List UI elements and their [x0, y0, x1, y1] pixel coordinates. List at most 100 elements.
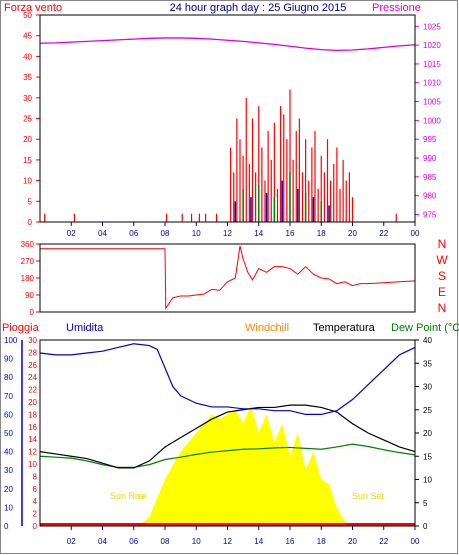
rain-y-tick-label: 2 [33, 510, 38, 519]
direction-y-tick-label: 0 [30, 308, 35, 317]
rain-y-tick-label: 24 [28, 373, 37, 382]
chart-title: 24 hour graph day : 25 Giugno 2015 [170, 2, 347, 14]
solar-area [132, 405, 355, 526]
temperature-y-tick-label: 35 [423, 359, 432, 368]
x-tick-label: 12 [223, 229, 232, 238]
sunset-annotation: Sun Set [352, 491, 385, 501]
pressure-line [39, 37, 416, 52]
direction-y-tick-label: 90 [25, 291, 34, 300]
wind-speed-label: Forza vento [4, 2, 62, 14]
windchill-label: Windchill [245, 322, 289, 334]
x-tick-label: 02 [67, 537, 76, 546]
x-tick-label: 16 [286, 537, 295, 546]
compass-label: S [438, 269, 446, 283]
rain-y-tick-label: 4 [33, 497, 38, 506]
pressure-y-tick-label: 1025 [423, 22, 441, 31]
rain-base-bar [40, 523, 415, 526]
rain-y-tick-label: 22 [28, 386, 37, 395]
temperature-y-tick-label: 40 [423, 336, 432, 345]
rain-y-tick-label: 10 [28, 460, 37, 469]
x-tick-label: 18 [317, 229, 326, 238]
x-tick-label: 10 [192, 229, 201, 238]
x-tick-label: 14 [254, 229, 263, 238]
humidity-label: Umidita [66, 322, 104, 334]
pressure-label: Pressione [372, 2, 421, 14]
temperature-plot-frame [39, 339, 416, 527]
x-tick-label: 08 [161, 229, 170, 238]
humidity-y-tick-label: 50 [4, 429, 13, 438]
humidity-y-tick-label: 0 [4, 522, 9, 531]
x-tick-label: 00 [411, 229, 420, 238]
humidity-y-tick-label: 60 [4, 410, 13, 419]
temperature-y-tick-label: 10 [423, 476, 432, 485]
compass-label: E [438, 285, 446, 299]
wind-pressure-plot-frame [39, 14, 416, 223]
pressure-y-tick-label: 975 [423, 210, 437, 219]
x-tick-label: 02 [67, 229, 76, 238]
wind-y-tick-label: 40 [23, 52, 32, 61]
wind-y-tick-label: 20 [23, 135, 32, 144]
rain-label: Pioggia [2, 322, 40, 334]
wind-y-tick-label: 35 [23, 73, 32, 82]
wind-y-tick-label: 25 [23, 115, 32, 124]
humidity-y-tick-label: 100 [4, 336, 18, 345]
rain-y-tick-label: 16 [28, 423, 37, 432]
humidity-y-tick-label: 20 [4, 485, 13, 494]
temperature-y-tick-label: 25 [423, 406, 432, 415]
wind-direction-line [40, 245, 416, 310]
compass-label: N [438, 301, 447, 315]
humidity-y-tick-label: 30 [4, 466, 13, 475]
pressure-y-tick-label: 990 [423, 154, 437, 163]
direction-y-tick-label: 360 [21, 240, 35, 249]
wind-y-tick-label: 50 [23, 11, 32, 20]
temperature-y-tick-label: 5 [423, 499, 428, 508]
direction-y-tick-label: 270 [21, 257, 35, 266]
x-tick-label: 22 [379, 537, 388, 546]
x-tick-label: 08 [161, 537, 170, 546]
dewpoint-label: Dew Point (°C [391, 322, 459, 334]
x-tick-label: 04 [98, 537, 107, 546]
pressure-y-tick-label: 1020 [423, 41, 441, 50]
rain-y-tick-label: 20 [28, 398, 37, 407]
x-tick-label: 18 [317, 537, 326, 546]
compass-label: N [438, 237, 447, 251]
rain-y-tick-label: 12 [28, 448, 37, 457]
temperature-y-tick-label: 20 [423, 429, 432, 438]
x-tick-label: 20 [348, 537, 357, 546]
rain-y-tick-label: 18 [28, 410, 37, 419]
x-tick-label: 06 [129, 229, 138, 238]
humidity-y-tick-label: 70 [4, 392, 13, 401]
wind-y-tick-label: 0 [28, 218, 33, 227]
rain-y-tick-label: 14 [28, 435, 37, 444]
wind-direction-plot-frame [39, 243, 416, 313]
humidity-y-tick-label: 80 [4, 373, 13, 382]
wind-y-tick-label: 45 [23, 32, 32, 41]
wind-y-tick-label: 5 [28, 197, 33, 206]
humidity-y-tick-label: 10 [4, 503, 13, 512]
dewpoint-line [39, 443, 416, 469]
x-tick-label: 00 [411, 537, 420, 546]
pressure-y-tick-label: 1015 [423, 60, 441, 69]
direction-y-tick-label: 180 [21, 274, 35, 283]
rain-y-tick-label: 28 [28, 348, 37, 357]
x-tick-label: 14 [254, 537, 263, 546]
pressure-y-tick-label: 1010 [423, 79, 441, 88]
compass-label: W [436, 253, 448, 267]
wind-y-tick-label: 15 [23, 156, 32, 165]
pressure-y-tick-label: 995 [423, 135, 437, 144]
rain-y-tick-label: 30 [28, 336, 37, 345]
pressure-y-tick-label: 985 [423, 173, 437, 182]
x-tick-label: 10 [192, 537, 201, 546]
humidity-line [39, 343, 416, 415]
wind-y-tick-label: 30 [23, 94, 32, 103]
wind-y-tick-label: 10 [23, 177, 32, 186]
x-tick-label: 16 [286, 229, 295, 238]
pressure-y-tick-label: 1005 [423, 98, 441, 107]
humidity-y-tick-label: 40 [4, 448, 13, 457]
rain-y-tick-label: 6 [33, 485, 38, 494]
rain-y-tick-label: 0 [33, 522, 38, 531]
temperature-y-tick-label: 0 [423, 522, 428, 531]
rain-y-tick-label: 8 [33, 472, 38, 481]
pressure-y-tick-label: 980 [423, 192, 437, 201]
